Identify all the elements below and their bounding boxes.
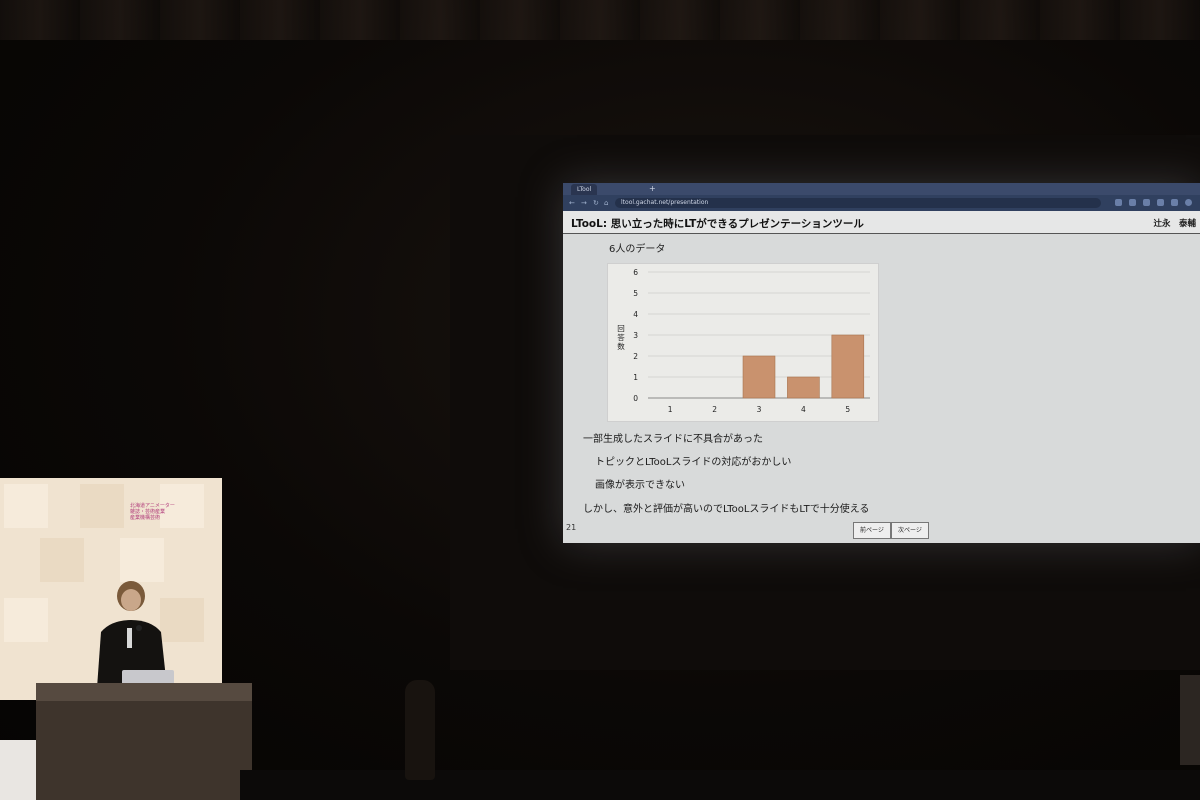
x-tick-label: 4 (801, 405, 806, 414)
slide-author: 辻永 泰輔 (1153, 219, 1196, 229)
bar (787, 376, 820, 399)
next-page-button[interactable]: 次ページ (891, 522, 929, 539)
podium-top (36, 683, 252, 701)
projected-slide: LTool + ← → ↻ ⌂ ltool.gachat.net/present… (563, 183, 1200, 543)
bullet-item: 一部生成したスライドに不具合があった (583, 434, 763, 445)
backdrop-tile (4, 598, 48, 642)
bar-chart: 回答数 0 1 2 3 4 5 6 1 2 3 4 5 (607, 263, 879, 422)
stage-floor (240, 770, 1200, 800)
forward-icon[interactable]: → (581, 199, 587, 207)
chart-canvas: 0 1 2 3 4 5 6 1 2 3 4 5 (633, 268, 870, 414)
x-tick-label: 5 (845, 405, 850, 414)
x-tick-label: 1 (668, 405, 673, 414)
bullet-item: 画像が表示できない (595, 480, 685, 491)
backdrop-tile (80, 484, 124, 528)
y-tick-label: 0 (633, 394, 638, 403)
stage-curtain (0, 0, 1200, 40)
tab-title: LTool (577, 186, 592, 193)
backdrop-tile (160, 484, 204, 528)
extension-icon[interactable] (1157, 199, 1164, 206)
podium (36, 683, 252, 800)
prev-page-button[interactable]: 前ページ (853, 522, 891, 539)
y-axis-label: 回答数 (617, 324, 625, 351)
y-tick-label: 2 (633, 352, 638, 361)
browser-tab[interactable]: LTool (571, 184, 598, 195)
new-tab-icon[interactable]: + (649, 184, 656, 193)
page-number: 21 (566, 523, 577, 532)
browser-address-bar: ← → ↻ ⌂ ltool.gachat.net/presentation (563, 195, 1200, 211)
y-tick-label: 4 (633, 310, 638, 319)
y-tick-label: 1 (633, 373, 638, 382)
x-tick-label: 3 (757, 405, 762, 414)
extension-icon[interactable] (1129, 199, 1136, 206)
bullet-item: しかし、意外と評価が高いのでLTooLスライドもLTで十分使える (583, 504, 870, 515)
slide-title: LTooL: 思い立った時にLTができるプレゼンテーションツール (571, 218, 864, 230)
av-equipment (1180, 675, 1200, 765)
bar (742, 355, 776, 399)
slide-header: LTooL: 思い立った時にLTができるプレゼンテーションツール 辻永 泰輔 (563, 211, 1200, 234)
backdrop-tile (120, 538, 164, 582)
back-icon[interactable]: ← (569, 199, 575, 207)
backdrop-tile (4, 484, 48, 528)
profile-icon[interactable] (1185, 199, 1192, 206)
backdrop-tile (160, 598, 204, 642)
bar (831, 334, 865, 399)
audience-silhouette (405, 680, 435, 780)
y-tick-label: 3 (633, 331, 638, 340)
extension-icon[interactable] (1171, 199, 1178, 206)
browser-tab-bar: LTool + (563, 183, 1200, 195)
backdrop-text: 北海道アニメーター 雑誌・芸術産業 産業機構芸術 (130, 503, 175, 521)
extension-icon[interactable] (1143, 199, 1150, 206)
home-icon[interactable]: ⌂ (604, 199, 609, 207)
x-tick-label: 2 (712, 405, 717, 414)
bookmark-icon[interactable] (1115, 199, 1122, 206)
url-field[interactable]: ltool.gachat.net/presentation (615, 198, 1101, 208)
y-tick-label: 5 (633, 289, 638, 298)
backdrop-tile (40, 538, 84, 582)
reload-icon[interactable]: ↻ (593, 199, 599, 207)
slide-subtitle: 6人のデータ (609, 244, 666, 255)
bullet-item: トピックとLTooLスライドの対応がおかしい (595, 457, 792, 468)
y-tick-label: 6 (633, 268, 638, 277)
